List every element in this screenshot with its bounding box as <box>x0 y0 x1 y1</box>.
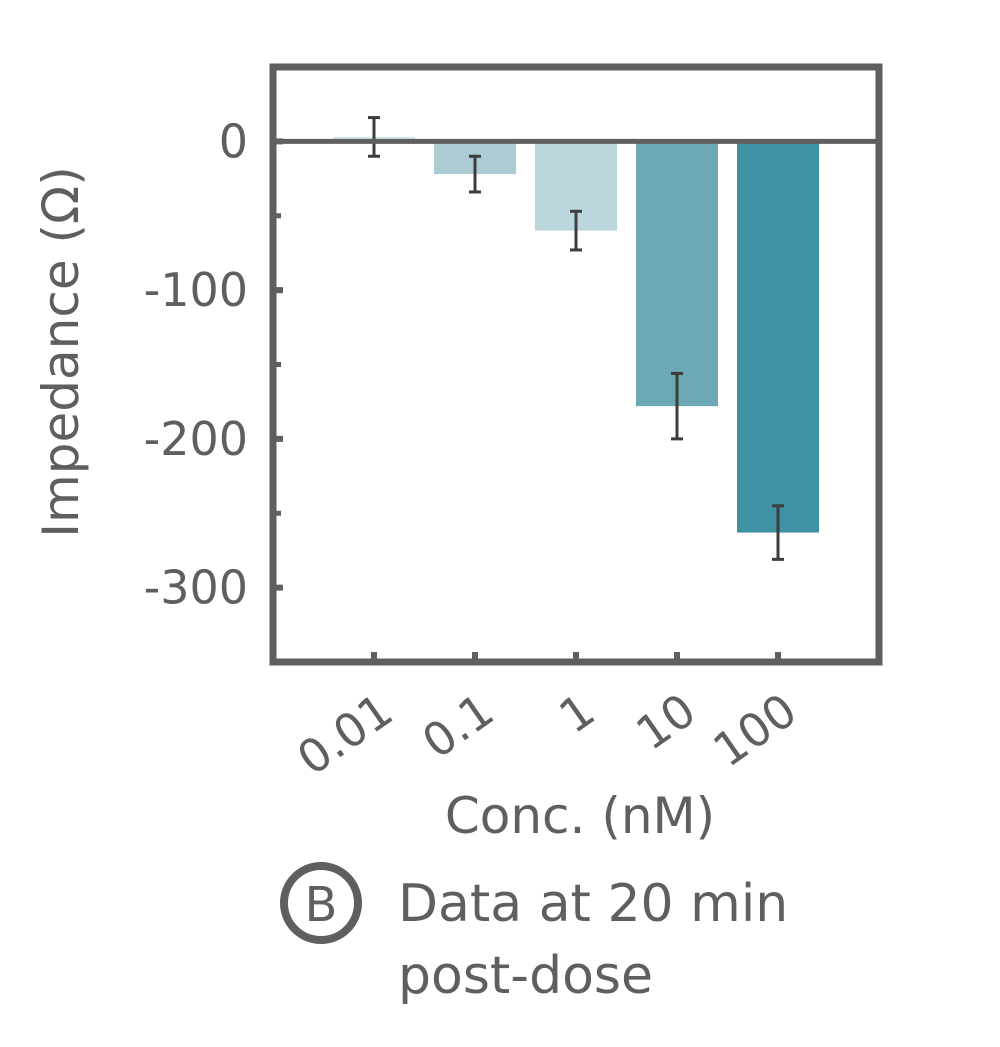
bar <box>737 141 819 533</box>
caption-badge-circle <box>280 862 362 944</box>
axes-layer <box>269 63 883 666</box>
caption-badge-letter: B <box>305 877 338 933</box>
x-tick-label: 1 <box>549 683 604 744</box>
x-tick-label: 10 <box>626 683 705 761</box>
bars-layer <box>333 136 819 533</box>
x-tick-label: 0.1 <box>412 683 503 769</box>
y-tick-label: -300 <box>144 561 248 615</box>
caption-badge: B <box>280 862 362 944</box>
error-bars-layer <box>368 116 784 561</box>
x-axis-label: Conc. (nM) <box>445 787 715 845</box>
y-tick-label: -100 <box>144 263 248 317</box>
x-tick-label: 0.01 <box>287 683 402 786</box>
x-tick-label: 100 <box>703 683 806 778</box>
y-tick-label: -200 <box>144 412 248 466</box>
y-axis-label: Impedance (Ω) <box>32 166 90 537</box>
bar <box>636 141 718 407</box>
caption-line-2: post-dose <box>398 946 653 1006</box>
y-tick-label: 0 <box>219 114 248 168</box>
caption-line-1: Data at 20 min <box>398 874 788 934</box>
